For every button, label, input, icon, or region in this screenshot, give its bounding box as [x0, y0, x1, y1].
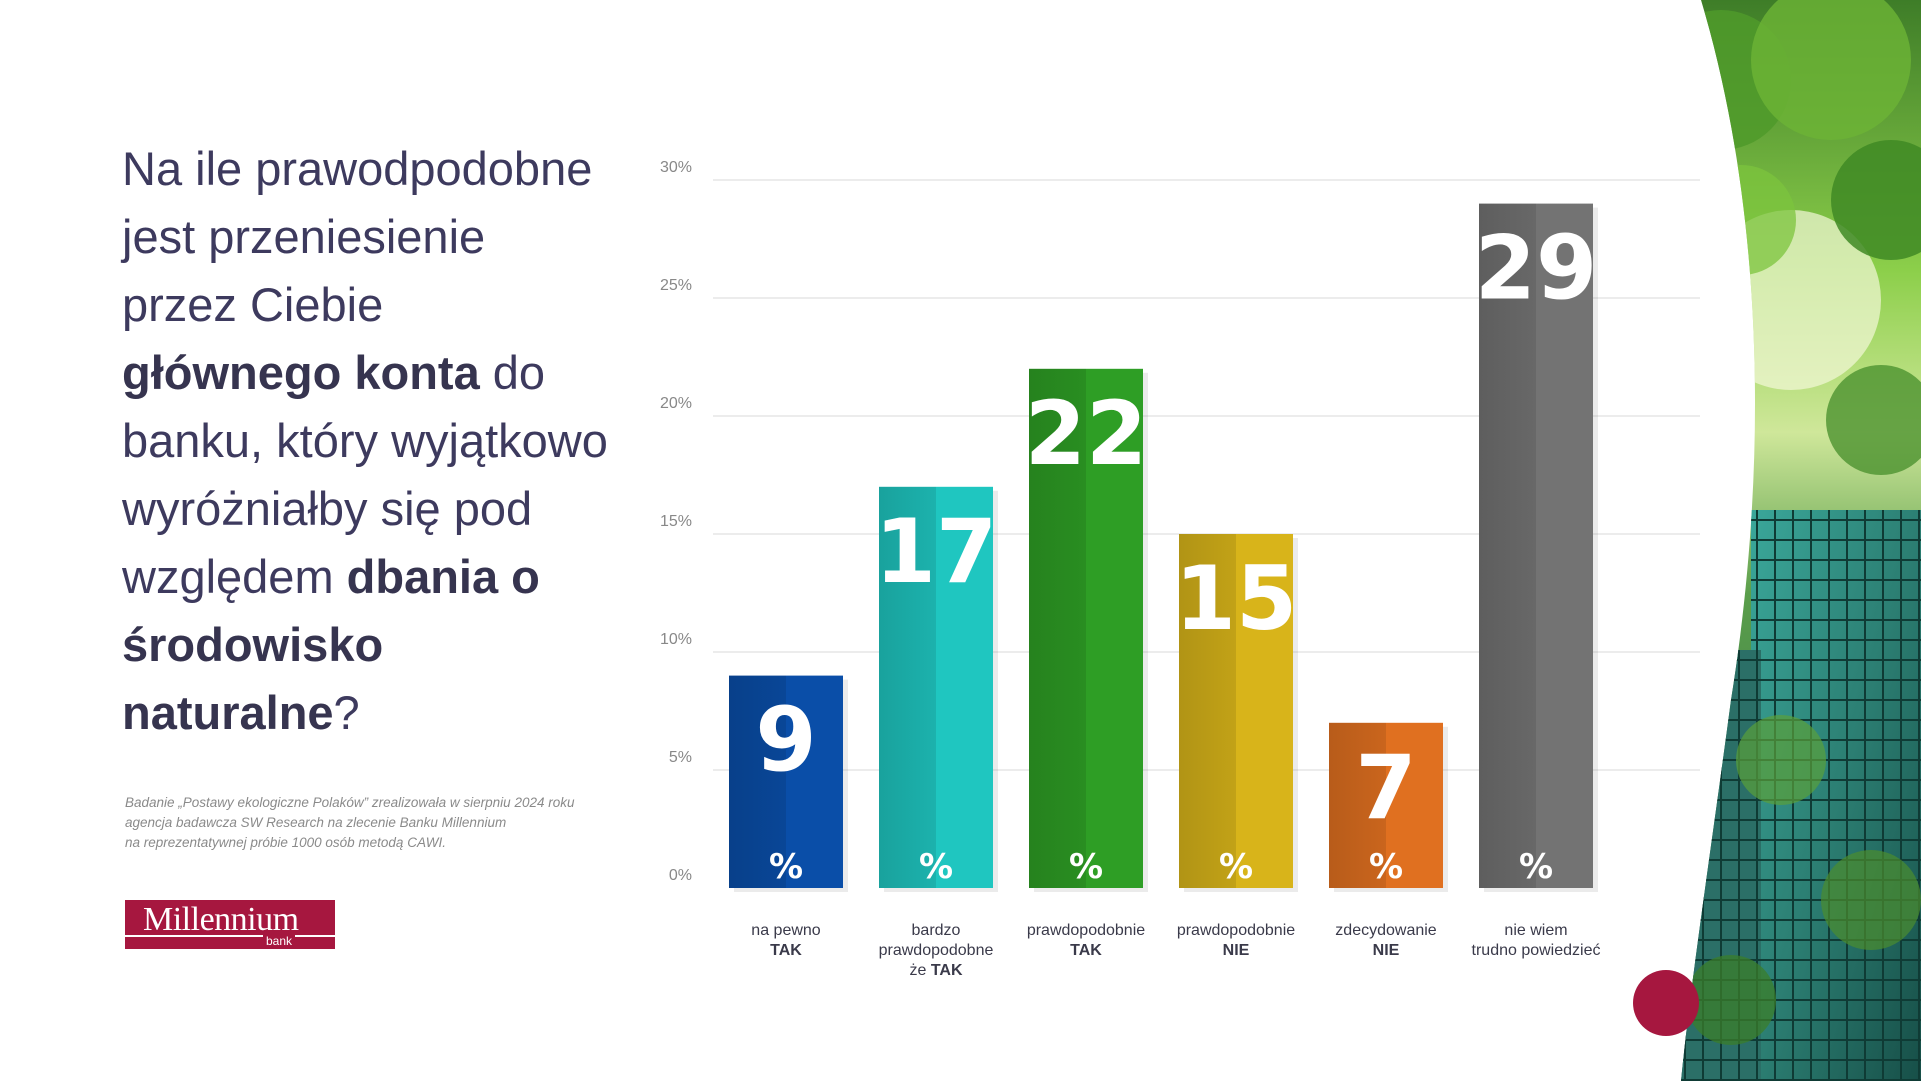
x-category-label-line: nie wiem: [1504, 922, 1567, 939]
bar-value-label: 7: [1355, 736, 1416, 839]
question-heading: Na ile prawodpodobne jest przeniesienie …: [122, 135, 612, 747]
decorative-dot: [1633, 970, 1699, 1036]
x-category-label-line: TAK: [1070, 942, 1102, 959]
x-category-label-line: że TAK: [909, 962, 962, 979]
question-text-2: do banku, który wyjątkowo wyróżniałby si…: [122, 346, 608, 603]
bar-unit-label: %: [1369, 847, 1403, 887]
x-category-label: bardzo prawdopodobne że TAK: [879, 922, 994, 979]
y-tick-label: 30%: [660, 159, 692, 176]
question-text-1: Na ile prawodpodobne jest przeniesienie …: [122, 142, 593, 331]
x-category-label-line: na pewno: [751, 922, 820, 939]
survey-note-line: na reprezentatywnej próbie 1000 osób met…: [125, 835, 446, 850]
x-category-label: prawdopodobnie NIE: [1177, 922, 1295, 959]
y-tick-label: 20%: [660, 395, 692, 412]
survey-note-line: agencja badawcza SW Research na zlecenie…: [125, 815, 507, 830]
bar-value-label: 22: [1025, 382, 1147, 485]
x-category-label-line: prawdopodobnie: [1177, 922, 1295, 939]
bar-value-label: 29: [1475, 217, 1597, 320]
question-text-3: ?: [333, 686, 360, 739]
bar: [879, 486, 993, 888]
bar-value-label: 9: [755, 689, 816, 792]
x-category-label: nie wiem trudno powiedzieć: [1472, 922, 1601, 959]
bar: [1179, 534, 1293, 888]
y-tick-label: 10%: [660, 631, 692, 648]
bar-unit-label: %: [1519, 847, 1553, 887]
bar: [1479, 203, 1593, 889]
bar-value-label: 17: [875, 500, 997, 603]
y-tick-label: 15%: [660, 513, 692, 530]
bar-unit-label: %: [769, 847, 803, 887]
x-category-label-line: bardzo: [912, 922, 961, 939]
bar-unit-label: %: [1069, 847, 1103, 887]
x-category-label-line: TAK: [770, 942, 802, 959]
x-category-label-line: prawdopodobnie: [1027, 922, 1145, 939]
x-category-label-line: prawdopodobne: [879, 942, 994, 959]
x-category-label: prawdopodobnie TAK: [1027, 922, 1145, 959]
bar-value-label: 15: [1175, 547, 1297, 650]
survey-note-line: Badanie „Postawy ekologiczne Polaków” zr…: [125, 795, 575, 810]
y-tick-label: 5%: [669, 749, 692, 766]
x-category-label-line: NIE: [1373, 942, 1400, 959]
x-category-label: zdecydowanie NIE: [1335, 922, 1437, 959]
question-bold-1: głównego konta: [122, 346, 480, 399]
bar: [729, 675, 843, 888]
y-tick-label: 25%: [660, 277, 692, 294]
y-tick-label: 0%: [669, 867, 692, 884]
millennium-logo: Millennium bank: [125, 900, 335, 949]
logo-sub: bank: [262, 934, 295, 948]
bar: [1329, 722, 1443, 888]
forest-building-image: [1681, 0, 1921, 1081]
x-category-label: na pewno TAK: [751, 922, 820, 959]
question-bold-2: dbania o środowisko naturalne: [122, 550, 540, 739]
survey-note: Badanie „Postawy ekologiczne Polaków” zr…: [125, 793, 645, 853]
bar-unit-label: %: [919, 847, 953, 887]
bar-unit-label: %: [1219, 847, 1253, 887]
x-category-label-line: NIE: [1223, 942, 1250, 959]
bar: [1029, 368, 1143, 888]
logo-rule: [125, 935, 335, 937]
x-category-label-line: trudno powiedzieć: [1472, 942, 1601, 959]
logo-name: Millennium: [143, 901, 299, 938]
x-category-label-line: zdecydowanie: [1335, 922, 1437, 939]
